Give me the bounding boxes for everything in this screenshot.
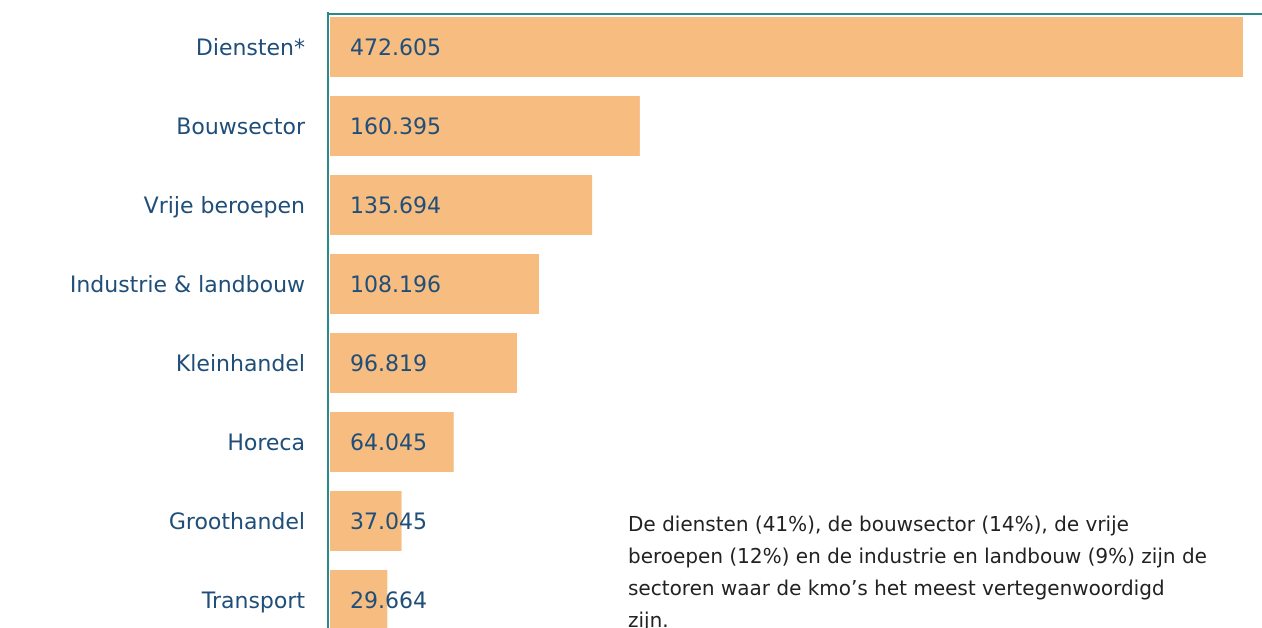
bar bbox=[330, 175, 593, 235]
category-label: Groothandel bbox=[169, 510, 305, 535]
value-label: 135.694 bbox=[350, 194, 441, 219]
bar bbox=[330, 333, 518, 393]
value-label: 160.395 bbox=[350, 115, 441, 140]
bar bbox=[330, 491, 402, 551]
value-label: 37.045 bbox=[350, 510, 427, 535]
bar bbox=[330, 570, 388, 628]
category-label: Transport bbox=[201, 589, 306, 614]
value-label: 96.819 bbox=[350, 352, 427, 377]
category-label: Kleinhandel bbox=[176, 352, 305, 377]
annotation-line: De diensten (41%), de bouwsector (14%), … bbox=[628, 512, 1129, 536]
category-label: Industrie & landbouw bbox=[70, 273, 305, 298]
value-label: 64.045 bbox=[350, 431, 427, 456]
category-label: Diensten* bbox=[196, 36, 305, 61]
bar bbox=[330, 17, 1243, 77]
annotation-line: sectoren waar de kmo’s het meest vertege… bbox=[628, 576, 1165, 600]
bar bbox=[330, 254, 540, 314]
annotation-line: zijn. bbox=[628, 608, 669, 628]
annotation: De diensten (41%), de bouwsector (14%), … bbox=[628, 508, 1262, 628]
bar bbox=[330, 96, 640, 156]
bar bbox=[330, 412, 454, 472]
category-label: Vrije beroepen bbox=[144, 194, 305, 219]
annotation-line: beroepen (12%) en de industrie en landbo… bbox=[628, 544, 1207, 568]
category-label: Horeca bbox=[227, 431, 305, 456]
value-label: 29.664 bbox=[350, 589, 427, 614]
value-label: 472.605 bbox=[350, 36, 441, 61]
value-label: 108.196 bbox=[350, 273, 441, 298]
category-label: Bouwsector bbox=[176, 115, 306, 140]
